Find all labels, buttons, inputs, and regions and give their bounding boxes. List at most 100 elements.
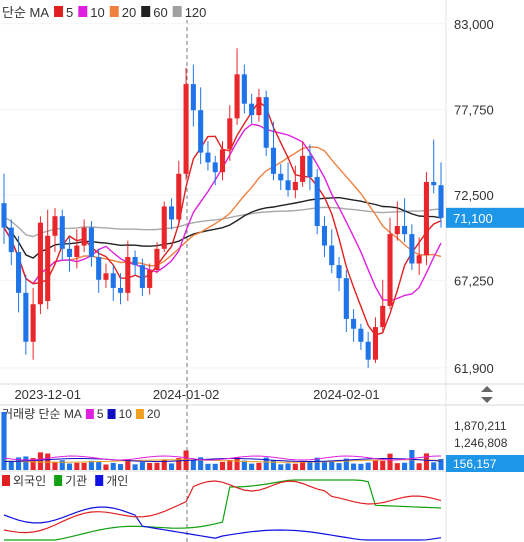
candle[interactable] xyxy=(23,274,29,355)
investor-legend[interactable]: 외국인 기관 개인 xyxy=(2,474,128,488)
volume-bar xyxy=(300,461,306,470)
legend-label-ma10: 10 xyxy=(90,5,104,20)
candle[interactable] xyxy=(321,216,328,257)
candle[interactable] xyxy=(372,317,378,363)
candle[interactable] xyxy=(96,248,102,293)
candle[interactable] xyxy=(278,164,284,191)
candle[interactable] xyxy=(81,219,87,253)
candle[interactable] xyxy=(147,263,153,295)
candle[interactable] xyxy=(409,224,415,271)
candle[interactable] xyxy=(88,221,94,267)
volume-bar xyxy=(270,460,277,470)
candle[interactable] xyxy=(416,237,422,275)
candle[interactable] xyxy=(431,139,437,194)
volume-bar xyxy=(380,460,386,470)
candle[interactable] xyxy=(438,162,444,228)
candle[interactable] xyxy=(30,287,36,360)
volume-bar xyxy=(168,463,175,470)
candle[interactable] xyxy=(314,168,320,235)
candle-body xyxy=(358,328,364,342)
candles[interactable] xyxy=(1,48,444,368)
volume-bar xyxy=(394,463,400,470)
price-legend[interactable]: 단순 MA 5 10 20 60 120 xyxy=(2,5,206,20)
volume-bar xyxy=(23,456,29,470)
candle[interactable] xyxy=(67,237,73,272)
candle[interactable] xyxy=(292,165,298,199)
candle[interactable] xyxy=(307,144,313,191)
candle[interactable] xyxy=(256,89,262,122)
candle[interactable] xyxy=(161,201,167,253)
candle[interactable] xyxy=(351,309,357,342)
investor-legend-swatch xyxy=(95,475,104,486)
candle[interactable] xyxy=(380,279,386,334)
candle[interactable] xyxy=(241,64,247,114)
candle[interactable] xyxy=(168,198,175,230)
candle[interactable] xyxy=(336,256,342,292)
candle[interactable] xyxy=(234,48,240,125)
candle[interactable] xyxy=(183,67,189,181)
candle[interactable] xyxy=(117,273,124,305)
candle[interactable] xyxy=(423,172,429,266)
candle[interactable] xyxy=(8,219,14,266)
candle[interactable] xyxy=(249,93,255,124)
candle[interactable] xyxy=(343,270,349,332)
volume-tick-label: 1,870,211 xyxy=(454,419,507,433)
price-tick-label: 61,900 xyxy=(454,361,494,376)
candle[interactable] xyxy=(205,141,211,171)
candle[interactable] xyxy=(45,209,51,310)
candle[interactable] xyxy=(387,217,393,310)
candle[interactable] xyxy=(365,331,371,368)
date-tick-label: 2024-02-01 xyxy=(313,387,380,402)
legend-swatch-ma10 xyxy=(78,6,88,17)
volume-bar xyxy=(329,461,335,470)
candle[interactable] xyxy=(103,263,109,288)
candle-body xyxy=(336,265,342,279)
candle[interactable] xyxy=(263,90,269,156)
volume-bar xyxy=(227,459,233,470)
candle[interactable] xyxy=(37,216,43,315)
candle[interactable] xyxy=(190,64,196,127)
candle[interactable] xyxy=(125,240,131,301)
candle[interactable] xyxy=(16,235,22,313)
candle[interactable] xyxy=(227,105,233,161)
candle[interactable] xyxy=(74,229,80,269)
volume-bar xyxy=(336,463,342,470)
candle-body xyxy=(314,177,320,226)
candle[interactable] xyxy=(358,323,364,350)
candle[interactable] xyxy=(300,141,306,187)
candle[interactable] xyxy=(198,87,204,165)
date-axis: 2023-12-01 2024-01-02 2024-02-01 xyxy=(14,387,379,402)
candle-body xyxy=(81,227,87,246)
candle[interactable] xyxy=(219,141,226,181)
candle[interactable] xyxy=(285,162,291,197)
volume-bar xyxy=(416,463,422,470)
candle[interactable] xyxy=(154,242,160,274)
price-tick-label: 83,000 xyxy=(454,17,494,32)
candle-body xyxy=(161,206,167,249)
candle[interactable] xyxy=(402,198,408,243)
candle[interactable] xyxy=(1,173,7,244)
candle[interactable] xyxy=(132,250,138,275)
volume-bar xyxy=(358,463,364,470)
candle[interactable] xyxy=(139,258,145,297)
candle-body xyxy=(96,256,102,280)
volume-bar xyxy=(205,463,211,470)
candle[interactable] xyxy=(270,121,277,181)
candle-body xyxy=(52,216,58,236)
candle[interactable] xyxy=(176,160,182,225)
volume-bar xyxy=(132,464,138,470)
candle[interactable] xyxy=(212,155,218,186)
axis-scale-toggle-icon[interactable] xyxy=(481,386,493,403)
candle[interactable] xyxy=(110,265,116,301)
candle-body xyxy=(423,181,429,256)
candle[interactable] xyxy=(59,209,65,261)
candle[interactable] xyxy=(394,201,400,241)
candle-body xyxy=(219,149,226,173)
candle[interactable] xyxy=(329,229,335,274)
current-volume-label: 156,157 xyxy=(453,457,497,471)
volume-bar xyxy=(249,463,255,470)
candle[interactable] xyxy=(52,208,58,253)
candle-body xyxy=(329,245,335,266)
volume-legend[interactable]: 거래량 단순 MA 5 10 20 xyxy=(2,407,161,421)
